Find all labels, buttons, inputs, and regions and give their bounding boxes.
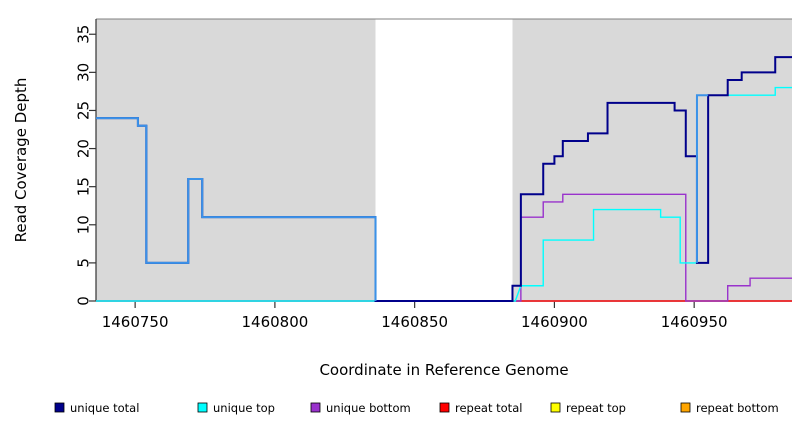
x-axis-title: Coordinate in Reference Genome: [319, 361, 568, 379]
series-line-unique-total-riser: [695, 94, 709, 263]
repeat-region-left: [96, 19, 376, 301]
legend-label-unique-bottom: unique bottom: [326, 401, 411, 415]
legend-swatch-repeat-bottom: [680, 402, 691, 413]
y-tick-label: 35: [75, 25, 93, 44]
legend-item-unique-bottom[interactable]: unique bottom: [310, 401, 411, 415]
series-unique-total-left: [96, 117, 377, 301]
repeat-region-right: [512, 19, 792, 301]
series-unique-total-riser: [695, 94, 709, 263]
y-tick-label: 25: [75, 101, 93, 120]
legend-label-repeat-top: repeat top: [566, 401, 626, 415]
x-tick-label: 1460750: [102, 313, 169, 331]
legend-label-repeat-total: repeat total: [455, 401, 522, 415]
series-line-unique-bottom: [96, 193, 792, 302]
legend-item-unique-top[interactable]: unique top: [197, 401, 275, 415]
y-tick-label: 15: [75, 177, 93, 196]
x-tick-label: 1460850: [381, 313, 448, 331]
y-tick-label: 30: [75, 63, 93, 82]
legend-item-unique-total[interactable]: unique total: [54, 401, 139, 415]
legend-label-unique-total: unique total: [70, 401, 139, 415]
legend-item-repeat-top[interactable]: repeat top: [550, 401, 626, 415]
legend-label-repeat-bottom: repeat bottom: [696, 401, 779, 415]
legend-swatch-unique-total: [54, 402, 65, 413]
y-tick-label: 20: [75, 139, 93, 158]
legend-swatch-repeat-top: [550, 402, 561, 413]
x-tick-label: 1460950: [661, 313, 728, 331]
legend-item-repeat-bottom[interactable]: repeat bottom: [680, 401, 779, 415]
x-tick-label: 1460800: [241, 313, 308, 331]
legend-label-unique-top: unique top: [213, 401, 275, 415]
legend-item-repeat-total[interactable]: repeat total: [439, 401, 522, 415]
y-tick-label: 5: [75, 258, 93, 268]
y-tick-label: 0: [75, 296, 93, 306]
series-line-unique-total-left: [96, 117, 377, 301]
legend-swatch-unique-bottom: [310, 402, 321, 413]
x-tick-label: 1460900: [521, 313, 588, 331]
y-axis-title: Read Coverage Depth: [12, 78, 30, 243]
legend-swatch-unique-top: [197, 402, 208, 413]
y-tick-label: 10: [75, 215, 93, 234]
series-unique-bottom: [96, 193, 792, 302]
legend-swatch-repeat-total: [439, 402, 450, 413]
